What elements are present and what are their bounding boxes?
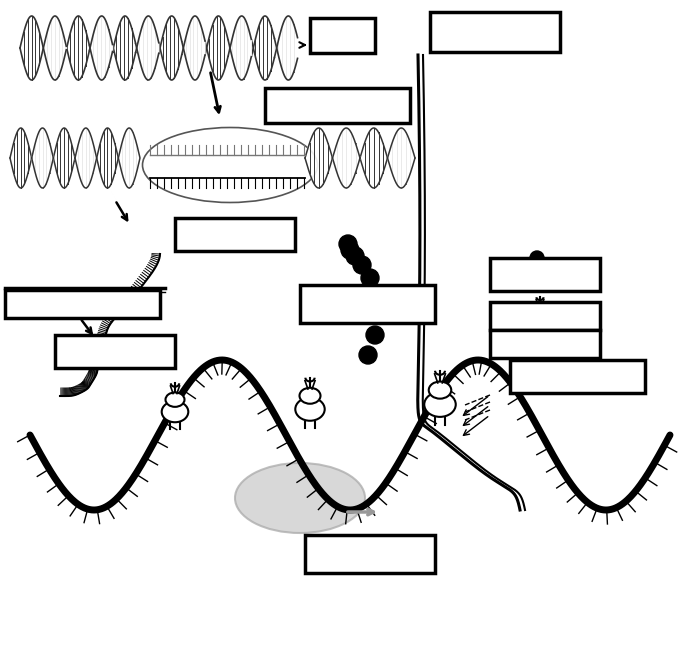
Circle shape [339, 235, 357, 253]
Bar [5, 290, 160, 318]
Ellipse shape [235, 463, 365, 533]
Ellipse shape [295, 398, 325, 421]
Bar [490, 258, 600, 291]
Bar [490, 302, 600, 330]
Circle shape [353, 256, 371, 274]
Bar [510, 360, 645, 393]
Polygon shape [182, 16, 205, 80]
Polygon shape [332, 128, 360, 188]
Polygon shape [136, 16, 159, 80]
Circle shape [359, 346, 377, 364]
Polygon shape [113, 16, 136, 80]
Polygon shape [388, 128, 415, 188]
Circle shape [341, 241, 359, 259]
Ellipse shape [428, 382, 452, 399]
Bar [305, 535, 435, 573]
Circle shape [346, 247, 364, 265]
Bar [490, 330, 600, 358]
Polygon shape [228, 16, 251, 80]
Ellipse shape [424, 392, 456, 417]
Polygon shape [360, 128, 388, 188]
Bar [265, 88, 410, 123]
Polygon shape [43, 16, 66, 80]
Polygon shape [53, 128, 75, 188]
Circle shape [369, 306, 387, 324]
Circle shape [530, 251, 544, 265]
Bar [300, 285, 435, 323]
Polygon shape [20, 16, 43, 80]
Polygon shape [118, 128, 140, 188]
Bar [430, 12, 560, 52]
Polygon shape [205, 16, 228, 80]
Circle shape [367, 286, 385, 304]
Bar [175, 218, 295, 251]
Polygon shape [251, 16, 274, 80]
Ellipse shape [300, 388, 321, 404]
Polygon shape [66, 16, 90, 80]
Polygon shape [159, 16, 182, 80]
Polygon shape [97, 128, 118, 188]
Bar [310, 18, 375, 53]
Polygon shape [32, 128, 53, 188]
Bar [55, 335, 175, 368]
Polygon shape [305, 128, 332, 188]
Ellipse shape [162, 401, 188, 422]
Ellipse shape [165, 393, 185, 407]
Polygon shape [90, 16, 113, 80]
Circle shape [361, 269, 379, 287]
Polygon shape [274, 16, 298, 80]
Polygon shape [10, 128, 32, 188]
Ellipse shape [528, 312, 551, 330]
Ellipse shape [143, 128, 318, 202]
Circle shape [366, 326, 384, 344]
Ellipse shape [532, 305, 548, 317]
Polygon shape [75, 128, 97, 188]
